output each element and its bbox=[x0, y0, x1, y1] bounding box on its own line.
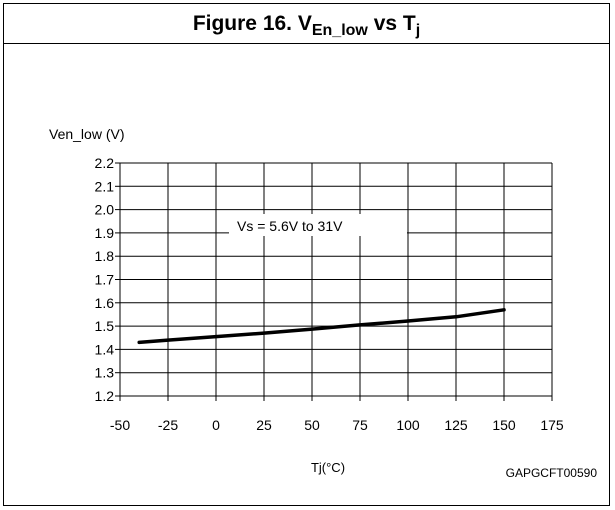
x-tick-label: 50 bbox=[304, 417, 320, 433]
series-line bbox=[137, 308, 506, 345]
y-tick-label: 1.9 bbox=[95, 225, 115, 241]
y-tick-labels: 1.2 1.3 1.4 1.5 1.6 1.7 1.8 1.9 2.0 2.1 2.2 bbox=[95, 155, 115, 404]
x-tick-label: -25 bbox=[158, 417, 178, 433]
series-group bbox=[137, 308, 506, 345]
x-tick-label: 175 bbox=[540, 417, 564, 433]
y-tick-label: 1.7 bbox=[95, 272, 115, 288]
figure-title: Figure 16. VEn_low vs Tj bbox=[192, 12, 420, 39]
x-tick-label: 75 bbox=[352, 417, 368, 433]
x-tick-label: 0 bbox=[212, 417, 220, 433]
figure-title-bar: Figure 16. VEn_low vs Tj bbox=[4, 4, 609, 44]
annotation-background bbox=[229, 214, 407, 236]
y-tick-label: 2.2 bbox=[95, 155, 115, 171]
annotation-label: Vs = 5.6V to 31V bbox=[237, 218, 343, 234]
y-tick-label: 1.2 bbox=[95, 388, 115, 404]
figure-code: GAPGCFT00590 bbox=[506, 466, 598, 480]
y-tick-label: 2.0 bbox=[95, 202, 115, 218]
x-tick-label: 25 bbox=[256, 417, 272, 433]
title-label: Figure 16. V bbox=[192, 12, 312, 35]
title-subscript: En_low bbox=[311, 22, 368, 39]
x-axis-label: Tj(°C) bbox=[311, 460, 345, 475]
grid bbox=[115, 162, 553, 401]
y-tick-label: 1.6 bbox=[95, 295, 115, 311]
figure-frame: Figure 16. VEn_low vs Tj bbox=[3, 3, 610, 506]
y-tick-label: 1.4 bbox=[95, 341, 115, 357]
y-tick-label: 2.1 bbox=[95, 178, 115, 194]
x-tick-labels: -50 -25 0 25 50 75 100 125 150 175 bbox=[110, 417, 564, 433]
y-tick-label: 1.3 bbox=[95, 365, 115, 381]
x-tick-label: 150 bbox=[492, 417, 516, 433]
x-tick-label: 125 bbox=[444, 417, 468, 433]
title-vs: vs T bbox=[367, 12, 416, 35]
y-tick-label: 1.5 bbox=[95, 318, 115, 334]
y-tick-label: 1.8 bbox=[95, 248, 115, 264]
x-tick-label: 100 bbox=[396, 417, 420, 433]
x-tick-label: -50 bbox=[110, 417, 130, 433]
title-vs-subscript: j bbox=[415, 22, 421, 39]
y-axis-label: Ven_low (V) bbox=[49, 126, 124, 142]
